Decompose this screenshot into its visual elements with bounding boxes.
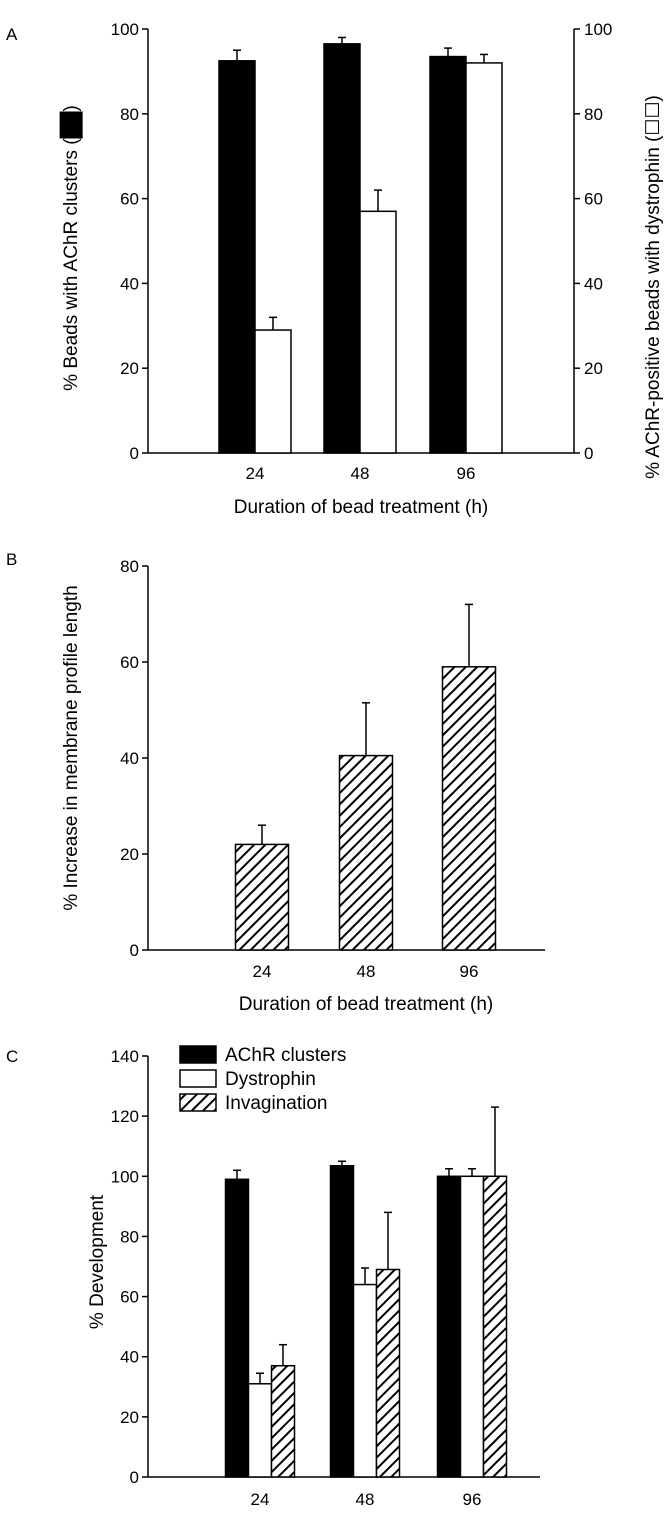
legend-swatch xyxy=(179,1069,217,1088)
y-axis-tick-label: 20 xyxy=(120,1408,139,1427)
x-tick-label: 96 xyxy=(457,464,476,483)
y-axis-title-close: ) xyxy=(61,105,82,111)
x-axis-title: Duration of bead treatment (h) xyxy=(234,497,489,518)
x-tick-label: 48 xyxy=(356,1490,375,1509)
y-axis-left-tick-label: 20 xyxy=(120,359,139,378)
y-axis-tick-label: 40 xyxy=(120,1348,139,1367)
y-axis-right-tick-label: 0 xyxy=(584,444,593,463)
y-axis-right-tick-label: 20 xyxy=(584,359,603,378)
bar xyxy=(247,1383,273,1478)
y-axis-key-box: ██ xyxy=(59,111,83,138)
y-axis-left-tick-label: 80 xyxy=(120,105,139,124)
bar xyxy=(359,210,397,454)
bar xyxy=(329,1165,355,1478)
x-axis-title: Duration of bead treatment (h) xyxy=(239,994,494,1015)
y-axis-title-text: % AChR-positive beads with dystrophin ( xyxy=(643,135,664,479)
bar xyxy=(270,1364,296,1478)
y-axis-left-tick-label: 0 xyxy=(130,444,139,463)
bar xyxy=(482,1175,508,1478)
x-tick-label: 96 xyxy=(460,962,479,981)
y-axis-left-tick-label: 60 xyxy=(120,190,139,209)
y-axis-tick-label: 0 xyxy=(130,1468,139,1487)
bar xyxy=(375,1268,401,1478)
bar xyxy=(459,1175,485,1478)
bar xyxy=(352,1283,378,1478)
bar xyxy=(254,329,292,454)
y-axis-title-right: % AChR-positive beads with dystrophin (☐… xyxy=(643,95,664,479)
legend-label: Invagination xyxy=(225,1093,327,1114)
legend-swatch xyxy=(179,1093,217,1112)
y-axis-title: % Increase in membrane profile length xyxy=(61,585,82,910)
x-tick-label: 96 xyxy=(463,1490,482,1509)
bar xyxy=(224,1178,250,1478)
y-axis-tick-label: 120 xyxy=(111,1107,139,1126)
y-axis-title-left: % Beads with AChR clusters (██) xyxy=(59,105,83,391)
bar xyxy=(234,843,290,951)
y-axis-tick-label: 20 xyxy=(120,845,139,864)
legend-label: AChR clusters xyxy=(225,1045,346,1066)
y-axis-right-tick-label: 100 xyxy=(584,20,612,39)
y-axis-tick-label: 140 xyxy=(111,1047,139,1066)
x-tick-label: 24 xyxy=(251,1490,270,1509)
y-axis-right-tick-label: 40 xyxy=(584,274,603,293)
y-axis-tick-label: 80 xyxy=(120,557,139,576)
panel-b: B 0 20 40 60 80 24 48 96 Duration of bead treatme… xyxy=(6,550,545,1015)
y-axis-tick-label: 60 xyxy=(120,1288,139,1307)
x-tick-label: 24 xyxy=(253,962,272,981)
panel-c: C 0 20 40 60 80 100 120 140 24 48 96 % Development AC… xyxy=(6,1045,540,1509)
y-axis-tick-label: 40 xyxy=(120,749,139,768)
y-axis-left-tick-label: 100 xyxy=(111,20,139,39)
y-axis-right-tick-label: 60 xyxy=(584,190,603,209)
bar xyxy=(323,43,361,454)
y-axis-right-tick-label: 80 xyxy=(584,105,603,124)
y-axis-tick-label: 60 xyxy=(120,653,139,672)
y-axis-title-text: % Beads with AChR clusters ( xyxy=(61,138,82,391)
panel-letter: A xyxy=(6,25,18,44)
y-axis-left-tick-label: 40 xyxy=(120,274,139,293)
bar xyxy=(465,62,503,454)
y-axis-key-box: ☐☐ xyxy=(643,102,664,136)
panel-a: A 0 20 40 60 80 100 0 20 40 60 80 100 24 48 96 Duration … xyxy=(6,20,664,518)
x-tick-label: 48 xyxy=(351,464,370,483)
legend-swatch xyxy=(179,1045,217,1064)
x-tick-label: 48 xyxy=(357,962,376,981)
y-axis-title-close: ) xyxy=(643,95,664,101)
bar xyxy=(429,55,467,454)
legend-label: Dystrophin xyxy=(225,1069,316,1090)
panel-letter: C xyxy=(6,1047,18,1066)
bar xyxy=(436,1175,462,1478)
x-tick-label: 24 xyxy=(246,464,265,483)
bar xyxy=(441,666,497,951)
y-axis-tick-label: 0 xyxy=(130,941,139,960)
bar xyxy=(218,60,256,454)
y-axis-tick-label: 80 xyxy=(120,1227,139,1246)
y-axis-title: % Development xyxy=(87,1194,108,1329)
y-axis-tick-label: 100 xyxy=(111,1167,139,1186)
panel-letter: B xyxy=(6,550,17,569)
bar xyxy=(338,754,394,951)
